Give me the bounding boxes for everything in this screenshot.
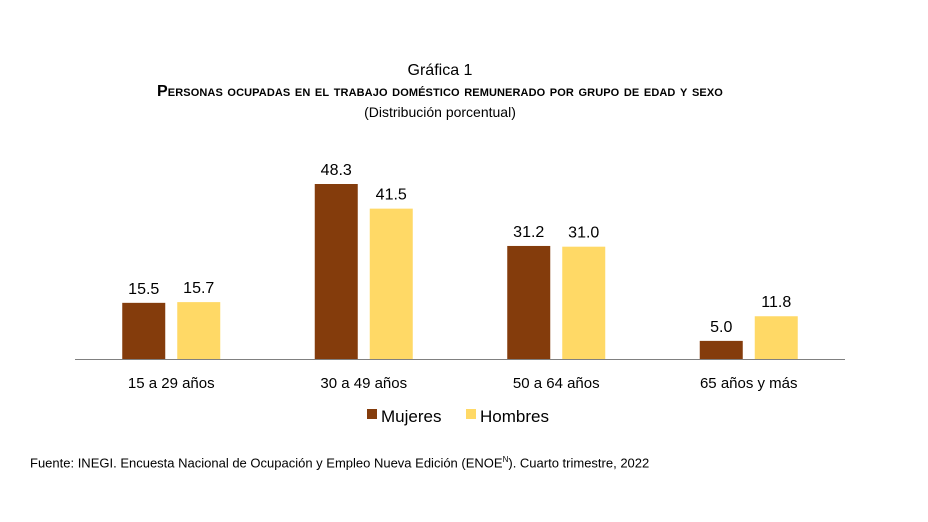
bar-mujeres-2 bbox=[314, 184, 358, 359]
legend-swatch-mujeres bbox=[367, 409, 377, 419]
data-label-hombres-4: 11.8 bbox=[761, 294, 791, 311]
x-tick-label-4: 65 años y más bbox=[700, 375, 798, 392]
data-label-mujeres-2: 48.3 bbox=[321, 162, 352, 179]
chart-header: Gráfica 1 Personas ocupadas en el trabaj… bbox=[0, 62, 880, 121]
bar-hombres-4 bbox=[754, 316, 798, 359]
data-label-hombres-1: 15.7 bbox=[183, 280, 214, 297]
chart-subtitle: (Distribución porcentual) bbox=[364, 104, 516, 120]
bar-mujeres-4 bbox=[699, 340, 743, 359]
source-superscript: N bbox=[502, 455, 509, 464]
bar-hombres-2 bbox=[369, 208, 413, 359]
x-tick-label-3: 50 a 64 años bbox=[513, 375, 600, 392]
bar-hombres-1 bbox=[177, 302, 221, 359]
x-tick-label-2: 30 a 49 años bbox=[320, 375, 407, 392]
chart-title: Personas ocupadas en el trabajo doméstic… bbox=[157, 83, 723, 100]
bar-hombres-3 bbox=[562, 246, 606, 359]
chart-number-label: Gráfica 1 bbox=[407, 62, 473, 79]
data-label-hombres-2: 41.5 bbox=[376, 187, 407, 204]
data-label-mujeres-1: 15.5 bbox=[128, 281, 159, 298]
bar-mujeres-3 bbox=[507, 245, 551, 359]
data-label-hombres-3: 31.0 bbox=[568, 225, 599, 242]
bar-mujeres-1 bbox=[122, 302, 166, 359]
legend-label-hombres: Hombres bbox=[480, 407, 549, 426]
data-label-mujeres-3: 31.2 bbox=[513, 224, 544, 241]
data-label-mujeres-4: 5.0 bbox=[710, 319, 732, 336]
legend-swatch-hombres bbox=[466, 409, 476, 419]
legend-label-mujeres: Mujeres bbox=[381, 407, 441, 426]
x-tick-label-1: 15 a 29 años bbox=[128, 375, 215, 392]
source-text-end: ). Cuarto trimestre, 2022 bbox=[508, 455, 650, 471]
source-text: Fuente: INEGI. Encuesta Nacional de Ocup… bbox=[30, 455, 503, 471]
source-note: Fuente: INEGI. Encuesta Nacional de Ocup… bbox=[30, 455, 649, 470]
bar-chart: 15.5 15.7 15 a 29 años 48.3 41.5 30 a 49 años… bbox=[75, 162, 845, 426]
